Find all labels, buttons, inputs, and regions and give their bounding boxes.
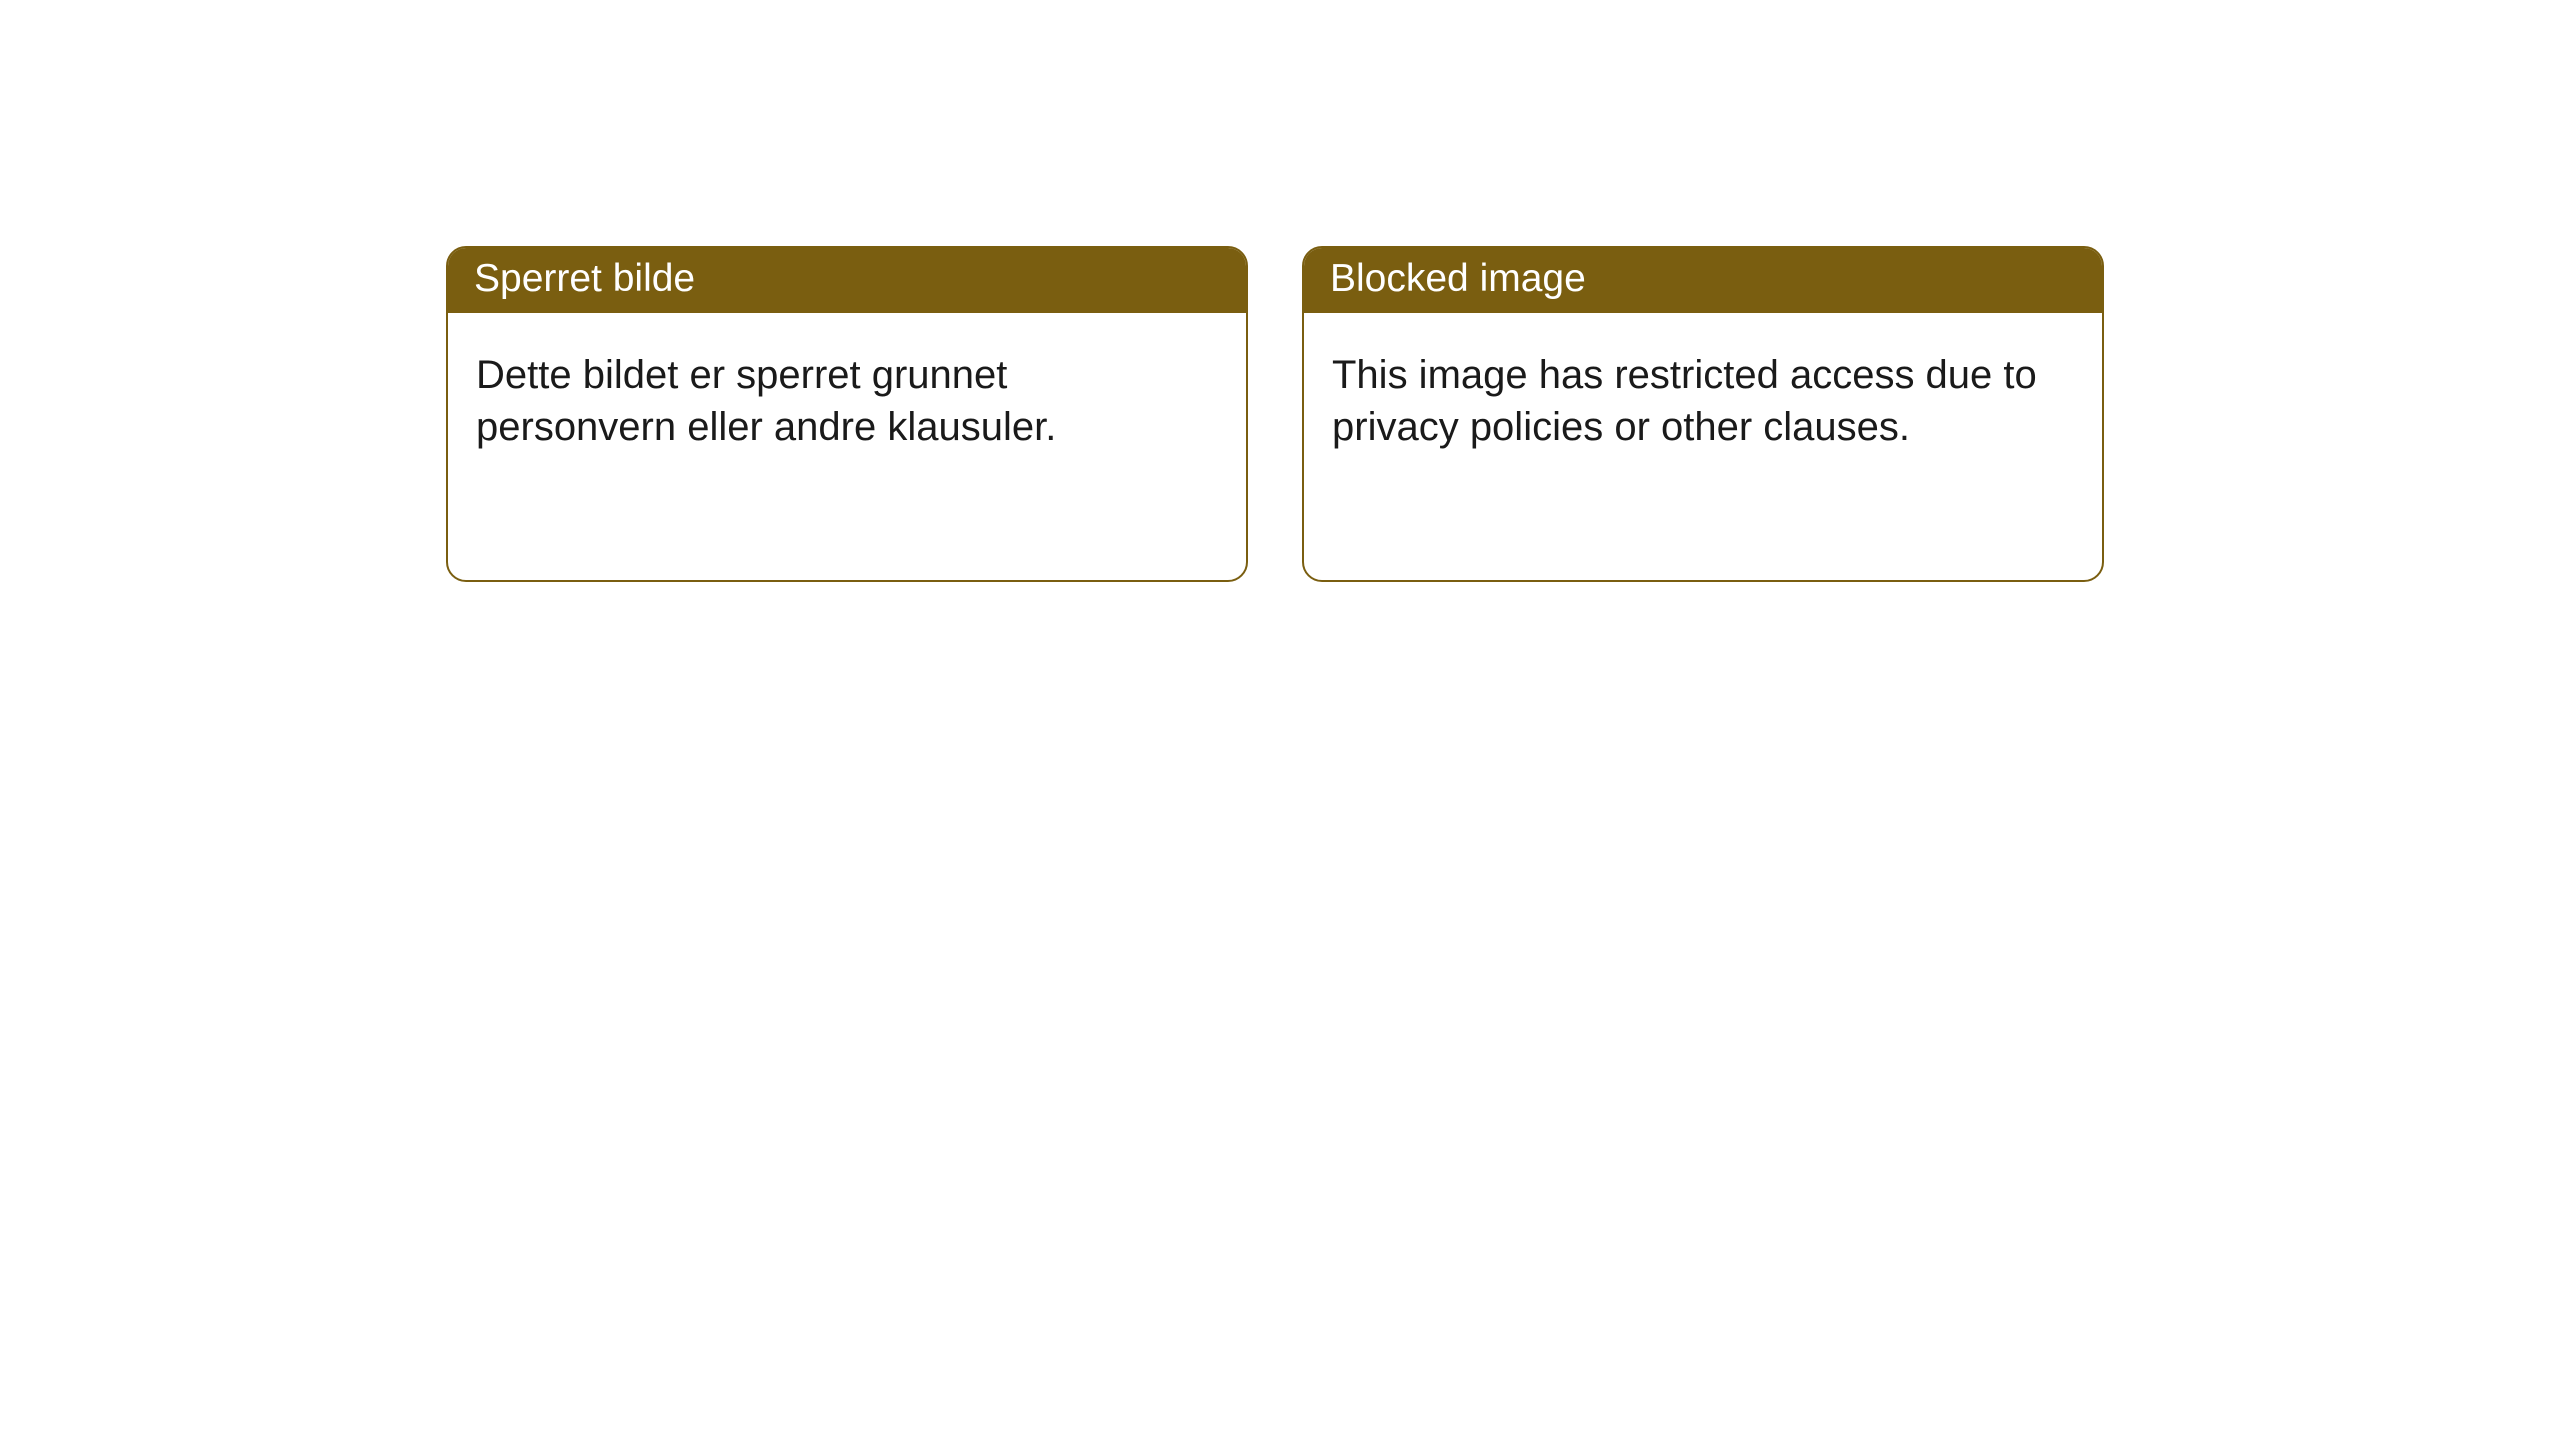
notice-card-english: Blocked image This image has restricted … [1302, 246, 2104, 582]
notice-card-header: Blocked image [1304, 248, 2102, 313]
notice-card-body: This image has restricted access due to … [1304, 313, 2102, 481]
notice-card-norwegian: Sperret bilde Dette bildet er sperret gr… [446, 246, 1248, 582]
notice-card-text: Dette bildet er sperret grunnet personve… [476, 353, 1056, 449]
notice-card-header: Sperret bilde [448, 248, 1246, 313]
notice-card-title: Blocked image [1330, 257, 1586, 300]
notice-card-body: Dette bildet er sperret grunnet personve… [448, 313, 1246, 481]
notice-card-title: Sperret bilde [474, 257, 695, 300]
notice-card-text: This image has restricted access due to … [1332, 353, 2037, 449]
notice-card-row: Sperret bilde Dette bildet er sperret gr… [0, 0, 2560, 582]
